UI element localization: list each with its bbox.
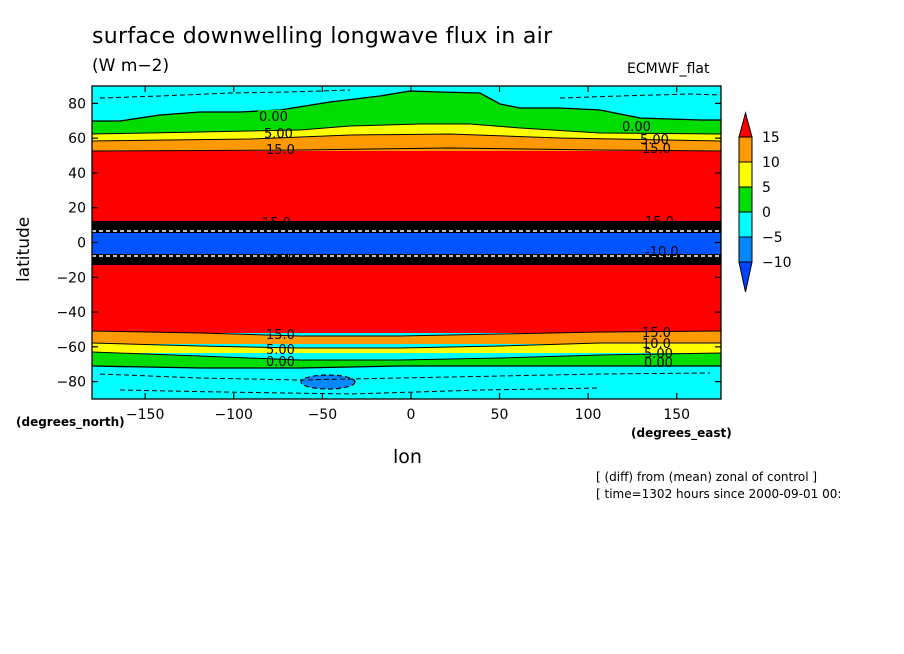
colorbar-segment (738, 161, 753, 188)
contour-south-5 (92, 351, 721, 361)
label-south-five-right: 5.00 (644, 347, 673, 362)
label-north-five-left: 5.00 (264, 127, 293, 142)
label-equator-high-right: 15.0 (645, 215, 674, 230)
contour-south-15 (92, 330, 721, 337)
x-tick-label: 50 (491, 407, 509, 423)
label-south-fifteen-left: 15.0 (266, 328, 295, 343)
colorbar-label: 10 (762, 155, 780, 171)
colorbar-segment (738, 136, 753, 163)
label-north-five-right: 5.00 (640, 133, 669, 148)
note-diff: [ (diff) from (mean) zonal of control ] (596, 470, 818, 484)
colorbar-label: 15 (762, 130, 780, 146)
x-tick-label: 150 (663, 407, 690, 423)
contour-labels: 0.00 0.00 5.00 5.00 15.0 15.0 15.0 15.0 … (258, 110, 679, 371)
contour-north-dash-1 (99, 89, 351, 99)
contour-north-5 (92, 123, 721, 135)
y-tick-label: −60 (56, 340, 86, 356)
chart-source: ECMWF_flat (627, 61, 710, 77)
y-tick-label: −80 (56, 375, 86, 391)
colorbar: 15 10 5 0 −5 −10 (738, 111, 792, 293)
label-north-zero-right: 0.00 (622, 120, 651, 135)
colorbar-segment (738, 211, 753, 238)
label-south-ten-right: 10.0 (642, 337, 671, 352)
y-tick-label: 60 (68, 131, 86, 147)
x-tick-label: 0 (406, 407, 415, 423)
band-equator-low (92, 233, 721, 255)
contour-north-15 (92, 147, 721, 152)
label-south-five-left: 5.00 (266, 343, 295, 358)
label-north-fifteen-right: 15.0 (642, 142, 671, 157)
y-tick-label: 80 (68, 96, 86, 112)
label-north-fifteen-left: 15.0 (266, 143, 295, 158)
contour-south-0 (92, 365, 721, 369)
x-tick-label: −150 (126, 407, 164, 423)
band-south-10-15 (92, 331, 721, 344)
band-gradient-south (92, 254, 721, 266)
colorbar-label: 5 (762, 180, 771, 196)
colorbar-label: 0 (762, 205, 771, 221)
contour-south-dash-1 (99, 372, 711, 381)
colorbar-segment-below (738, 261, 753, 293)
contour-south-10 (92, 342, 721, 349)
contour-north-dash-2 (559, 93, 721, 99)
label-south-zero-right: 0.00 (644, 356, 673, 371)
contour-north-10 (92, 133, 721, 142)
label-equator-low-right: -10.0 (645, 245, 679, 260)
band-south-high (92, 265, 721, 333)
x-tick-label: −50 (308, 407, 338, 423)
blob-antarctic-low (300, 374, 356, 390)
label-south-fifteen-right: 15.0 (642, 326, 671, 341)
x-tick-label: −100 (215, 407, 253, 423)
y-tick-label: 0 (77, 236, 86, 252)
colorbar-segment (738, 186, 753, 213)
label-south-zero-left: 0.00 (266, 355, 295, 370)
x-axis-label: lon (393, 446, 422, 468)
axes: −150 −100 −50 0 50 100 150 −80 −60 −40 −20 0 20 40 60 8… (56, 86, 721, 423)
colorbar-label: −5 (762, 230, 783, 246)
contour-field (92, 86, 721, 399)
label-north-zero-left: 0.00 (259, 110, 288, 125)
y-axis-units: (degrees_north) (16, 415, 125, 429)
band-north-high (92, 151, 721, 222)
note-time: [ time=1302 hours since 2000-09-01 00: (596, 487, 842, 501)
colorbar-label: −10 (762, 255, 792, 271)
chart-units: (W m−2) (92, 56, 170, 76)
colorbar-segment (738, 236, 753, 263)
band-gradient-north (92, 221, 721, 234)
x-tick-label: 100 (575, 407, 602, 423)
contour-lines (92, 89, 721, 395)
y-tick-label: 20 (68, 201, 86, 217)
label-equator-low-left: -10.0 (262, 253, 296, 268)
y-tick-label: −40 (56, 305, 86, 321)
label-bg-north-zero (258, 110, 294, 123)
colorbar-segment-above (738, 111, 753, 138)
band-north-5-10 (92, 124, 721, 141)
y-tick-label: 40 (68, 166, 86, 182)
contour-south-dash-2 (119, 387, 601, 395)
label-equator-high-left: 15.0 (262, 216, 291, 231)
contour-north-0 (92, 90, 721, 122)
chart-title: surface downwelling longwave flux in air (92, 24, 553, 49)
y-tick-label: −20 (56, 270, 86, 286)
band-north-0-5 (92, 91, 721, 135)
x-axis-units: (degrees_east) (631, 426, 732, 440)
